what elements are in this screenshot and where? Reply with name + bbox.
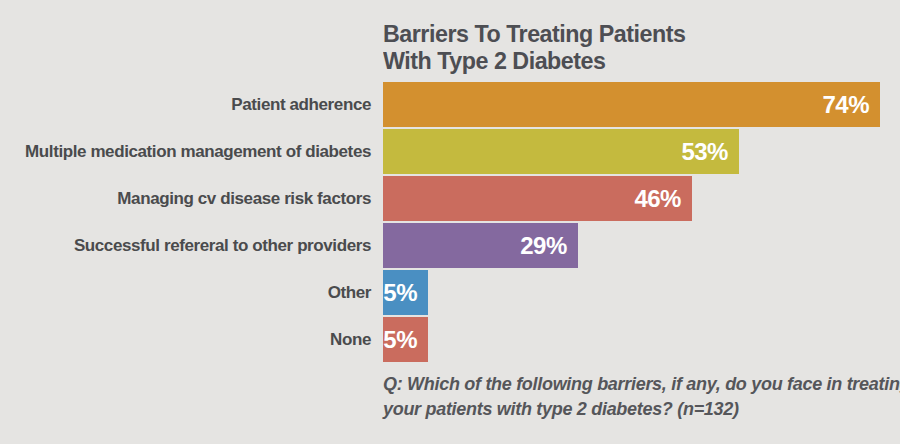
bar-track: 5% (383, 270, 880, 315)
bar-category-label: Successful refereral to other providers (0, 236, 383, 256)
bar-row: Managing cv disease risk factors 46% (0, 176, 880, 221)
bar: 5% (383, 270, 428, 315)
bar-track: 29% (383, 223, 880, 268)
bar-value-label: 53% (681, 138, 728, 166)
bar-row: Successful refereral to other providers … (0, 223, 880, 268)
bar-track: 5% (383, 317, 880, 362)
bar-category-label: Multiple medication management of diabet… (0, 142, 383, 162)
bar-row: Multiple medication management of diabet… (0, 129, 880, 174)
survey-question-footnote: Q: Which of the following barriers, if a… (383, 372, 900, 422)
infographic-canvas: Barriers To Treating Patients With Type … (0, 0, 900, 444)
bar-category-label: Other (0, 283, 383, 303)
bar-track: 53% (383, 129, 880, 174)
chart-title-line-2: With Type 2 Diabetes (383, 47, 685, 74)
footnote-line-2: your patients with type 2 diabetes? (n=1… (383, 397, 900, 422)
bar-chart: Patient adherence 74% Multiple medicatio… (0, 82, 880, 364)
bar-value-label: 5% (383, 326, 417, 354)
bar-track: 46% (383, 176, 880, 221)
bar-value-label: 74% (822, 91, 869, 119)
bar-category-label: Managing cv disease risk factors (0, 189, 383, 209)
chart-title: Barriers To Treating Patients With Type … (383, 20, 685, 74)
bar: 74% (383, 82, 880, 127)
bar-row: Other 5% (0, 270, 880, 315)
bar: 29% (383, 223, 578, 268)
bar-value-label: 5% (383, 279, 417, 307)
bar: 53% (383, 129, 739, 174)
bar-category-label: None (0, 330, 383, 350)
footnote-line-1: Q: Which of the following barriers, if a… (383, 372, 900, 397)
bar-value-label: 46% (634, 185, 681, 213)
chart-title-line-1: Barriers To Treating Patients (383, 20, 685, 47)
bar-category-label: Patient adherence (0, 95, 383, 115)
bar-track: 74% (383, 82, 880, 127)
bar-row: None 5% (0, 317, 880, 362)
bar: 5% (383, 317, 428, 362)
bar-value-label: 29% (520, 232, 567, 260)
bar: 46% (383, 176, 692, 221)
bar-row: Patient adherence 74% (0, 82, 880, 127)
